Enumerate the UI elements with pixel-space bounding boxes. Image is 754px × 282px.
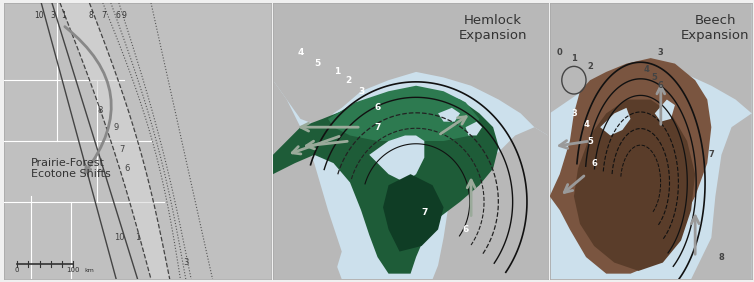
Polygon shape: [550, 3, 752, 113]
Text: 6: 6: [124, 164, 130, 173]
Polygon shape: [4, 3, 271, 279]
Polygon shape: [438, 108, 460, 122]
Polygon shape: [466, 122, 482, 135]
Polygon shape: [273, 3, 548, 135]
Text: 1: 1: [135, 233, 140, 243]
Text: 3: 3: [51, 11, 56, 20]
Text: 6: 6: [115, 11, 120, 20]
Text: 0: 0: [15, 267, 20, 273]
Text: 0: 0: [557, 48, 562, 57]
Text: 4: 4: [583, 120, 589, 129]
Text: 3: 3: [658, 48, 664, 57]
Text: 10: 10: [114, 233, 124, 243]
Text: 3: 3: [571, 109, 577, 118]
Text: Hemlock
Expansion: Hemlock Expansion: [459, 14, 527, 42]
Text: 7: 7: [119, 145, 124, 154]
Text: 2: 2: [587, 62, 593, 71]
Polygon shape: [328, 86, 480, 141]
Text: 9: 9: [114, 123, 119, 132]
Polygon shape: [574, 100, 695, 271]
Text: 8: 8: [97, 106, 103, 115]
Polygon shape: [691, 113, 752, 279]
Polygon shape: [273, 257, 342, 279]
Text: 5: 5: [651, 73, 657, 82]
Text: 4: 4: [644, 65, 650, 74]
Text: km: km: [84, 268, 94, 273]
Polygon shape: [273, 91, 498, 274]
Polygon shape: [654, 100, 675, 122]
Text: 8: 8: [719, 253, 725, 262]
Text: 6: 6: [375, 103, 381, 112]
Text: 7: 7: [421, 208, 428, 217]
Text: 3: 3: [183, 258, 188, 267]
Text: 3: 3: [358, 87, 364, 96]
Polygon shape: [369, 135, 425, 182]
Text: 7: 7: [102, 11, 106, 20]
Text: 1: 1: [571, 54, 577, 63]
Text: 6: 6: [591, 158, 597, 168]
Text: 1: 1: [335, 67, 341, 76]
Text: Prairie-Forest
Ecotone Shifts: Prairie-Forest Ecotone Shifts: [30, 158, 110, 179]
Polygon shape: [4, 3, 271, 279]
Polygon shape: [383, 174, 443, 252]
Text: 8: 8: [88, 11, 93, 20]
Polygon shape: [273, 80, 342, 279]
Text: 4: 4: [297, 48, 304, 57]
Text: 6: 6: [462, 225, 469, 234]
Polygon shape: [600, 108, 630, 135]
Text: 1: 1: [62, 11, 66, 20]
Text: 9: 9: [122, 11, 127, 20]
Text: 5: 5: [587, 136, 593, 146]
Text: Beech
Expansion: Beech Expansion: [681, 14, 749, 42]
Text: 6: 6: [658, 81, 664, 90]
Text: 100: 100: [66, 267, 80, 273]
Text: 5: 5: [314, 59, 320, 68]
Text: 7: 7: [374, 123, 381, 132]
Text: 7: 7: [709, 150, 714, 159]
Polygon shape: [433, 127, 548, 279]
Text: 2: 2: [345, 76, 352, 85]
Text: 10: 10: [34, 11, 44, 20]
Polygon shape: [60, 3, 170, 279]
Polygon shape: [550, 58, 711, 274]
